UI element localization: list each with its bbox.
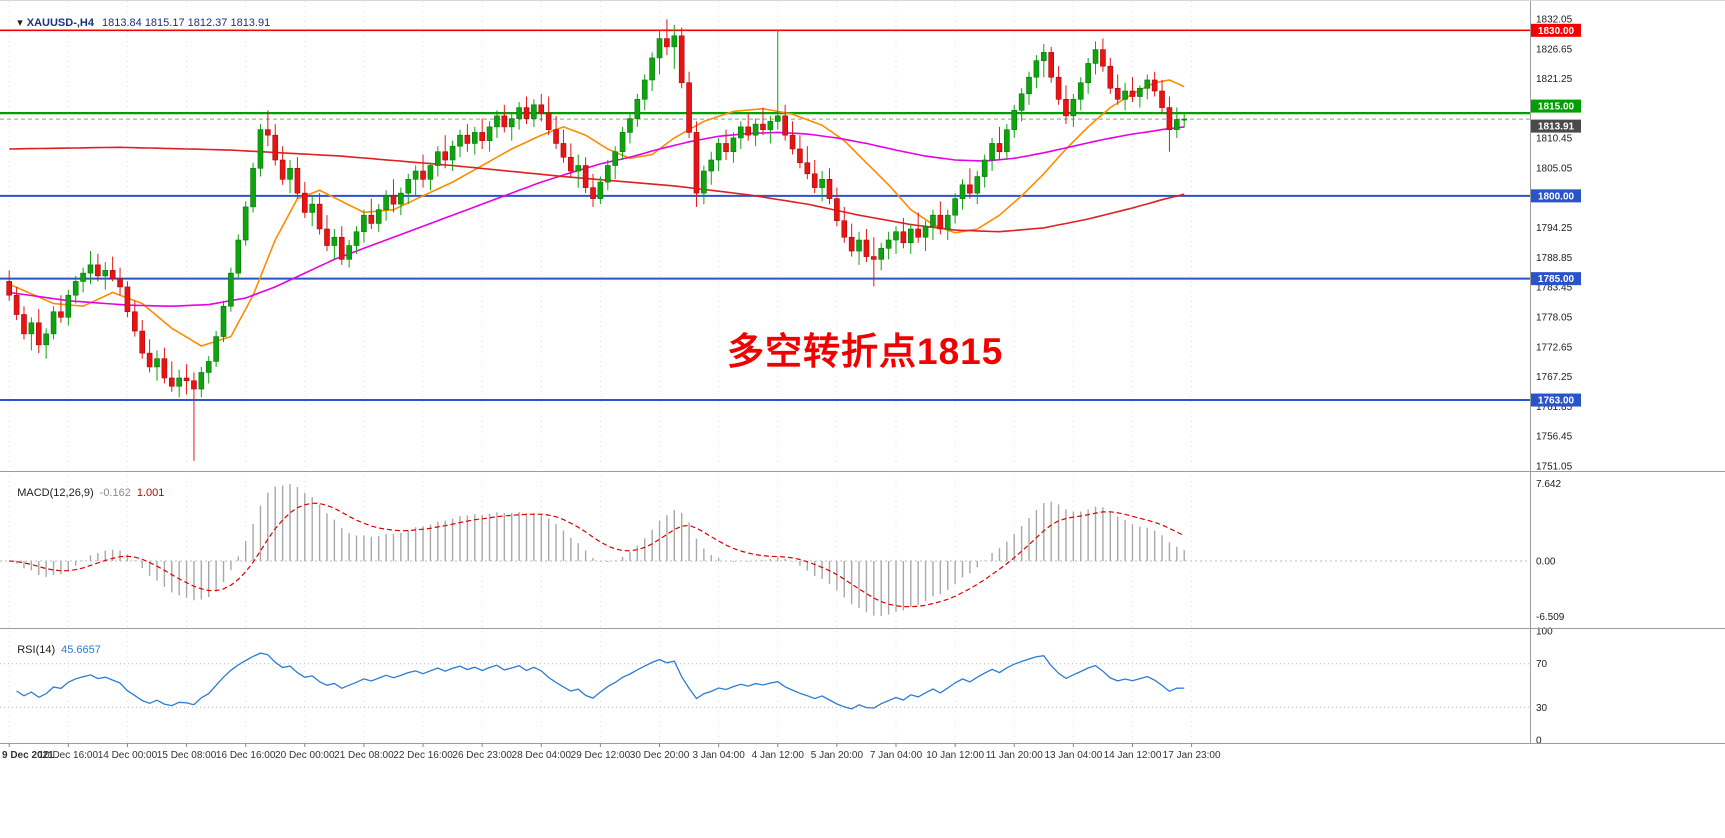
rsi-name: RSI(14) — [17, 644, 56, 656]
svg-text:14 Dec 00:00: 14 Dec 00:00 — [98, 750, 158, 761]
svg-text:1832.05: 1832.05 — [1536, 15, 1573, 26]
svg-text:1810.45: 1810.45 — [1536, 134, 1573, 145]
svg-text:10 Jan 12:00: 10 Jan 12:00 — [926, 750, 984, 761]
svg-text:1756.45: 1756.45 — [1536, 432, 1573, 443]
svg-text:1763.00: 1763.00 — [1538, 396, 1575, 407]
rsi-value: 45.6657 — [61, 644, 101, 656]
ma-fast-orange — [8, 79, 1185, 347]
ohlc-values: 1813.84 1815.17 1812.37 1813.91 — [102, 17, 271, 29]
svg-text:1830.00: 1830.00 — [1538, 26, 1575, 37]
svg-text:9 Dec 2021: 9 Dec 2021 — [2, 750, 54, 761]
svg-text:16 Dec 16:00: 16 Dec 16:00 — [216, 750, 276, 761]
svg-text:22 Dec 16:00: 22 Dec 16:00 — [393, 750, 453, 761]
annotation-text: 多空转折点1815 — [727, 331, 1004, 372]
svg-text:17 Jan 23:00: 17 Jan 23:00 — [1163, 750, 1221, 761]
svg-text:30 Dec 20:00: 30 Dec 20:00 — [630, 750, 690, 761]
chevron-down-icon[interactable]: ▾ — [17, 17, 23, 29]
svg-text:1805.05: 1805.05 — [1536, 164, 1573, 175]
price-tag-1763.00: 1763.00 — [1531, 393, 1581, 407]
svg-text:1761.85: 1761.85 — [1536, 402, 1573, 413]
price-tag-1830.00: 1830.00 — [1531, 23, 1581, 37]
macd-panel: 7.642 0.00 -6.509 — [0, 479, 1565, 623]
rsi-indicator-label: RSI(14) 45.6657 — [5, 632, 101, 668]
macd-name: MACD(12,26,9) — [17, 487, 94, 499]
svg-text:3 Jan 04:00: 3 Jan 04:00 — [693, 750, 746, 761]
svg-text:20 Dec 00:00: 20 Dec 00:00 — [275, 750, 335, 761]
svg-text:26 Dec 23:00: 26 Dec 23:00 — [452, 750, 512, 761]
svg-text:1788.85: 1788.85 — [1536, 253, 1573, 264]
panel-separators — [0, 1, 1725, 744]
svg-text:-6.509: -6.509 — [1536, 612, 1565, 623]
level-lines — [0, 29, 1530, 402]
svg-text:29 Dec 12:00: 29 Dec 12:00 — [571, 750, 631, 761]
price-axis[interactable] — [1530, 1, 1725, 743]
svg-text:1826.65: 1826.65 — [1536, 44, 1573, 55]
symbol-timeframe-label: XAUUSD-,H4 — [26, 17, 94, 29]
svg-text:7 Jan 04:00: 7 Jan 04:00 — [870, 750, 923, 761]
rsi-panel: 100 70 30 0 — [0, 627, 1553, 747]
svg-text:14 Jan 12:00: 14 Jan 12:00 — [1104, 750, 1162, 761]
price-tag-1815.00: 1815.00 — [1531, 99, 1581, 113]
svg-text:0: 0 — [1536, 736, 1542, 747]
macd-indicator-label: MACD(12,26,9) -0.162 1.001 — [5, 475, 164, 511]
svg-text:1785.00: 1785.00 — [1538, 274, 1575, 285]
svg-text:0.00: 0.00 — [1536, 557, 1556, 568]
svg-text:100: 100 — [1536, 627, 1553, 638]
svg-text:70: 70 — [1536, 659, 1548, 670]
macd-signal-value: 1.001 — [136, 487, 165, 499]
svg-text:28 Dec 04:00: 28 Dec 04:00 — [512, 750, 572, 761]
macd-histogram — [15, 484, 1185, 616]
svg-text:1751.05: 1751.05 — [1536, 462, 1573, 473]
time-axis[interactable] — [0, 743, 1725, 765]
price-tag-1785.00: 1785.00 — [1531, 272, 1581, 286]
svg-text:5 Jan 20:00: 5 Jan 20:00 — [811, 750, 864, 761]
moving-averages — [8, 79, 1185, 347]
current-price-tag: 1813.91 — [1531, 119, 1581, 133]
svg-text:7.642: 7.642 — [1536, 479, 1561, 490]
svg-text:1794.25: 1794.25 — [1536, 223, 1573, 234]
ma-slow-red — [9, 146, 1185, 233]
ma-mid-magenta — [9, 126, 1185, 308]
macd-value: -0.162 — [99, 487, 131, 499]
svg-text:15 Dec 08:00: 15 Dec 08:00 — [157, 750, 217, 761]
svg-text:1767.25: 1767.25 — [1536, 372, 1573, 383]
rsi-line — [16, 652, 1185, 710]
svg-text:21 Dec 08:00: 21 Dec 08:00 — [334, 750, 394, 761]
svg-text:1815.00: 1815.00 — [1538, 102, 1575, 113]
svg-text:1800.00: 1800.00 — [1538, 191, 1575, 202]
svg-text:1778.05: 1778.05 — [1536, 313, 1573, 324]
svg-text:1783.45: 1783.45 — [1536, 283, 1573, 294]
svg-text:1772.65: 1772.65 — [1536, 342, 1573, 353]
macd-signal-line — [9, 502, 1185, 608]
svg-text:30: 30 — [1536, 703, 1548, 714]
svg-text:4 Jan 12:00: 4 Jan 12:00 — [752, 750, 805, 761]
svg-text:11 Jan 20:00: 11 Jan 20:00 — [986, 750, 1044, 761]
price-tag-1800.00: 1800.00 — [1531, 189, 1581, 203]
candles — [6, 19, 1188, 461]
chart-header: ▾ XAUUSD-,H4 1813.84 1815.17 1812.37 1813.… — [5, 4, 270, 41]
svg-text:1821.25: 1821.25 — [1536, 74, 1573, 85]
svg-text:10 Dec 16:00: 10 Dec 16:00 — [39, 750, 99, 761]
svg-text:1813.91: 1813.91 — [1538, 122, 1575, 133]
svg-text:13 Jan 04:00: 13 Jan 04:00 — [1044, 750, 1102, 761]
